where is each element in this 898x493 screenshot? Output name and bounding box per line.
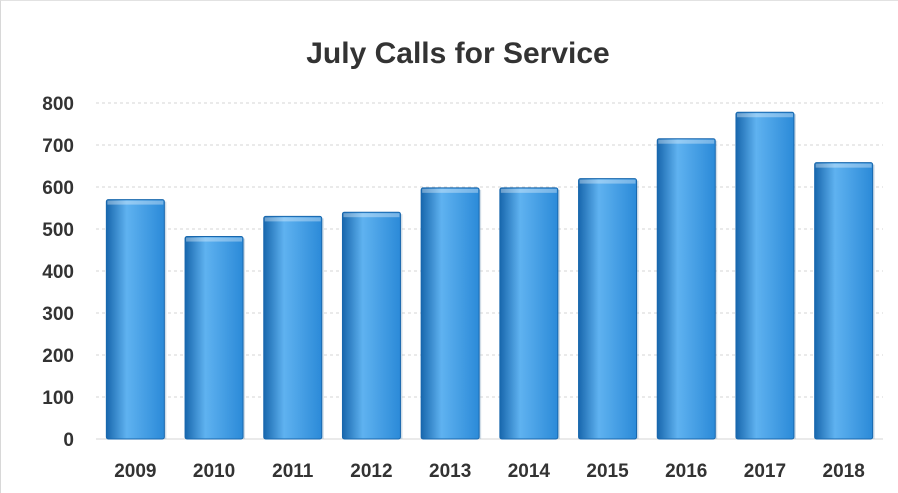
bar-2018 (814, 162, 874, 440)
x-tick-label: 2010 (193, 461, 235, 482)
bar-highlight (264, 217, 321, 222)
bar-2013 (420, 187, 480, 440)
x-tick-label: 2011 (272, 461, 314, 482)
bar-highlight (422, 188, 479, 193)
bar-2016 (656, 138, 716, 440)
y-tick-label: 100 (42, 388, 74, 409)
x-tick-label: 2015 (586, 461, 629, 482)
bar-2017 (735, 111, 795, 440)
bar-highlight (343, 213, 400, 218)
x-tick-label: 2009 (114, 461, 156, 482)
bar-2014 (499, 187, 559, 440)
y-tick-label: 800 (42, 94, 74, 115)
x-tick-label: 2018 (823, 461, 865, 482)
bar-highlight (579, 179, 636, 184)
x-tick-label: 2016 (665, 461, 707, 482)
bar-highlight (500, 188, 557, 193)
x-tick-label: 2013 (429, 461, 471, 482)
y-tick-label: 600 (42, 178, 74, 199)
bar-highlight (107, 200, 164, 205)
y-tick-label: 300 (42, 304, 74, 325)
y-axis-ticks: 0 100 200 300 400 500 600 700 800 (42, 94, 74, 451)
bar-2010 (184, 236, 244, 440)
y-tick-label: 400 (42, 262, 74, 283)
bar-highlight (736, 113, 793, 118)
x-tick-label: 2017 (744, 461, 786, 482)
bar-highlight (186, 237, 243, 242)
x-axis-ticks: 2009 2010 2011 2012 2013 2014 2015 2016 2017 2018 (114, 461, 865, 482)
bar-2011 (263, 215, 323, 440)
bar-2015 (578, 178, 638, 440)
bar-2012 (341, 211, 401, 440)
chart-title: July Calls for Service (306, 37, 610, 70)
x-tick-label: 2014 (508, 461, 551, 482)
bar-highlight (658, 139, 715, 144)
y-tick-label: 0 (63, 430, 74, 451)
bar-highlight (815, 163, 872, 168)
bar-2009 (105, 199, 165, 440)
y-tick-label: 700 (42, 136, 74, 157)
y-tick-label: 200 (42, 346, 74, 367)
x-tick-label: 2012 (350, 461, 392, 482)
y-tick-label: 500 (42, 220, 74, 241)
bars (105, 111, 875, 440)
